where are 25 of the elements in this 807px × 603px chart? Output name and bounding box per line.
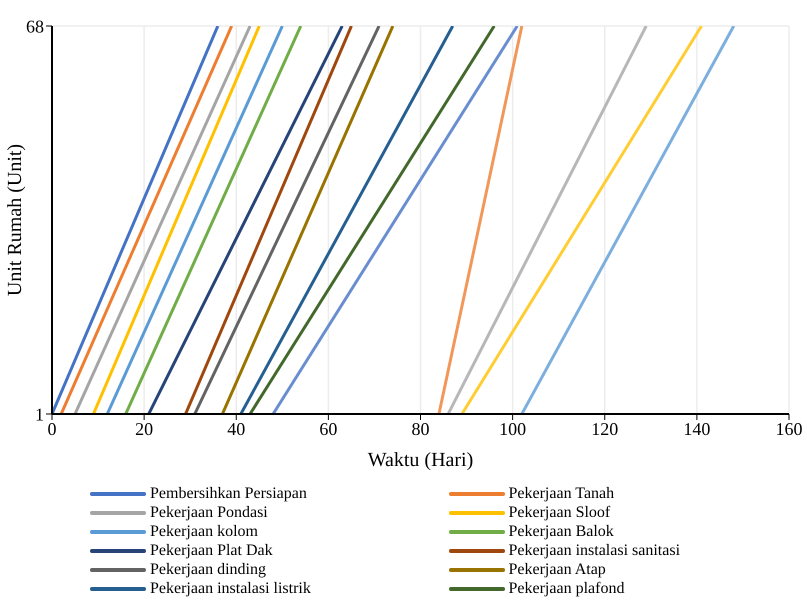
legend-label: Pembersihkan Persiapan xyxy=(150,484,307,503)
x-tick-label: 100 xyxy=(499,418,526,439)
x-tick-label: 80 xyxy=(412,418,430,439)
legend-label: Pekerjaan instalasi sanitasi xyxy=(508,541,680,560)
y-axis-title: Unit Rumah (Unit) xyxy=(4,144,26,296)
legend-label: Pekerjaan Plat Dak xyxy=(150,541,273,560)
x-axis-title: Waktu (Hari) xyxy=(368,449,474,471)
legend-label: Pekerjaan Atap xyxy=(508,560,606,579)
x-tick-label: 20 xyxy=(135,418,154,439)
y-tick-label: 1 xyxy=(35,404,44,424)
legend-label: Pekerjaan plafond xyxy=(508,579,624,598)
legend-label: Pekerjaan Tanah xyxy=(508,484,614,503)
x-tick-label: 160 xyxy=(776,418,802,439)
y-tick-label: 68 xyxy=(26,16,44,36)
legend-label: Pekerjaan instalasi listrik xyxy=(150,579,311,598)
x-tick-label: 0 xyxy=(48,418,56,439)
x-tick-label: 60 xyxy=(319,418,338,439)
legend-label: Pekerjaan Balok xyxy=(508,522,614,541)
legend-label: Pekerjaan Sloof xyxy=(508,503,610,522)
x-tick-label: 140 xyxy=(683,418,710,439)
x-tick-label: 120 xyxy=(591,418,618,439)
legend-label: Pekerjaan Pondasi xyxy=(150,503,268,522)
x-tick-label: 40 xyxy=(227,418,246,439)
legend-label: Pekerjaan kolom xyxy=(150,522,258,541)
legend-label: Pekerjaan dinding xyxy=(150,560,266,579)
